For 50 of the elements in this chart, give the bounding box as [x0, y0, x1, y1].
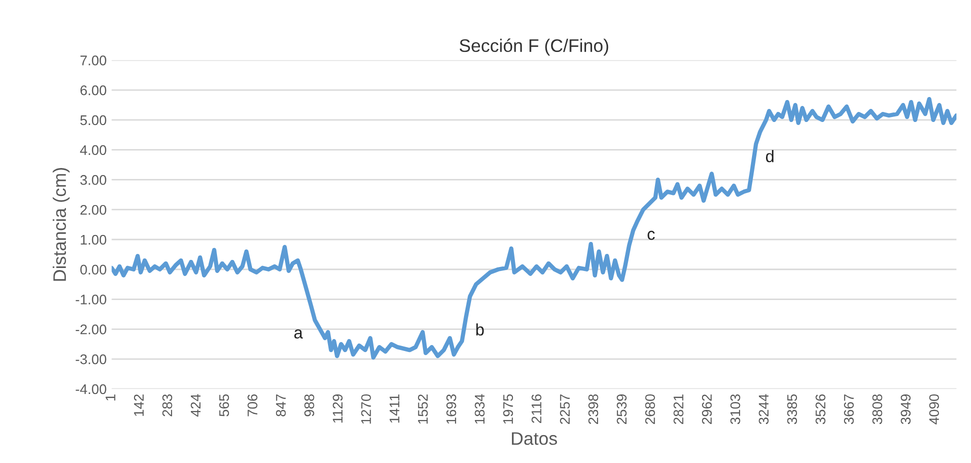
y-tick-label: 3.00 [80, 175, 106, 185]
y-tick-label: 7.00 [80, 56, 106, 66]
x-tick-label: 3244 [758, 394, 769, 424]
x-tick-label: 283 [162, 394, 172, 416]
x-tick-label: 2821 [674, 394, 684, 424]
x-tick-label: 2680 [645, 394, 656, 424]
x-tick-label: 3103 [730, 394, 740, 424]
y-tick-label: -2.00 [76, 324, 106, 334]
x-tick-label: 1552 [418, 394, 428, 424]
x-tick-label: 424 [190, 394, 200, 417]
annotation: c [648, 230, 655, 240]
x-tick-label: 2116 [532, 394, 542, 423]
y-tick-label: 5.00 [80, 115, 106, 126]
y-tick-label: 6.00 [80, 85, 106, 96]
x-tick-label: 3385 [787, 394, 798, 424]
x-tick-label: 706 [248, 394, 258, 416]
x-tick-label: 1129 [332, 394, 343, 423]
x-tick-label: 142 [134, 394, 144, 416]
x-tick-label: 3808 [872, 394, 882, 424]
x-tick-label: 1975 [503, 394, 514, 424]
x-tick-label: 565 [219, 394, 229, 416]
x-tick-label: 4090 [929, 394, 940, 424]
x-tick-label: 1 [106, 394, 116, 400]
x-tick-label: 3949 [900, 394, 911, 424]
annotation: a [294, 329, 303, 339]
x-tick-label: 1411 [390, 394, 400, 423]
x-tick-label: 2962 [702, 394, 712, 424]
chart-title: Sección F (C/Fino) [460, 38, 608, 56]
annotation: b [476, 323, 484, 336]
x-tick-label: 2539 [616, 394, 627, 424]
x-tick-label: 2398 [588, 394, 598, 424]
x-tick-label: 3667 [844, 394, 854, 424]
line-series [112, 96, 956, 360]
x-tick-label: 988 [304, 394, 314, 416]
y-tick-label: 1.00 [80, 234, 106, 245]
x-axis-title: Datos [512, 432, 557, 445]
x-tick-label: 1834 [474, 394, 485, 424]
y-tick-label: 4.00 [80, 145, 106, 156]
x-tick-label: 1693 [446, 394, 456, 424]
x-tick-label: 2257 [560, 394, 570, 424]
x-tick-label: 1270 [361, 394, 371, 424]
y-tick-label: 2.00 [80, 204, 106, 215]
x-tick-label: 3526 [816, 394, 826, 424]
y-tick-label: 0.00 [80, 264, 106, 275]
y-tick-label: -3.00 [76, 354, 106, 364]
y-tick-label: -1.00 [76, 294, 106, 304]
annotation: d [766, 150, 774, 162]
y-axis-title: Distancia (cm) [52, 168, 70, 281]
y-tick-label: -4.00 [76, 384, 106, 394]
x-tick-label: 847 [276, 394, 286, 416]
